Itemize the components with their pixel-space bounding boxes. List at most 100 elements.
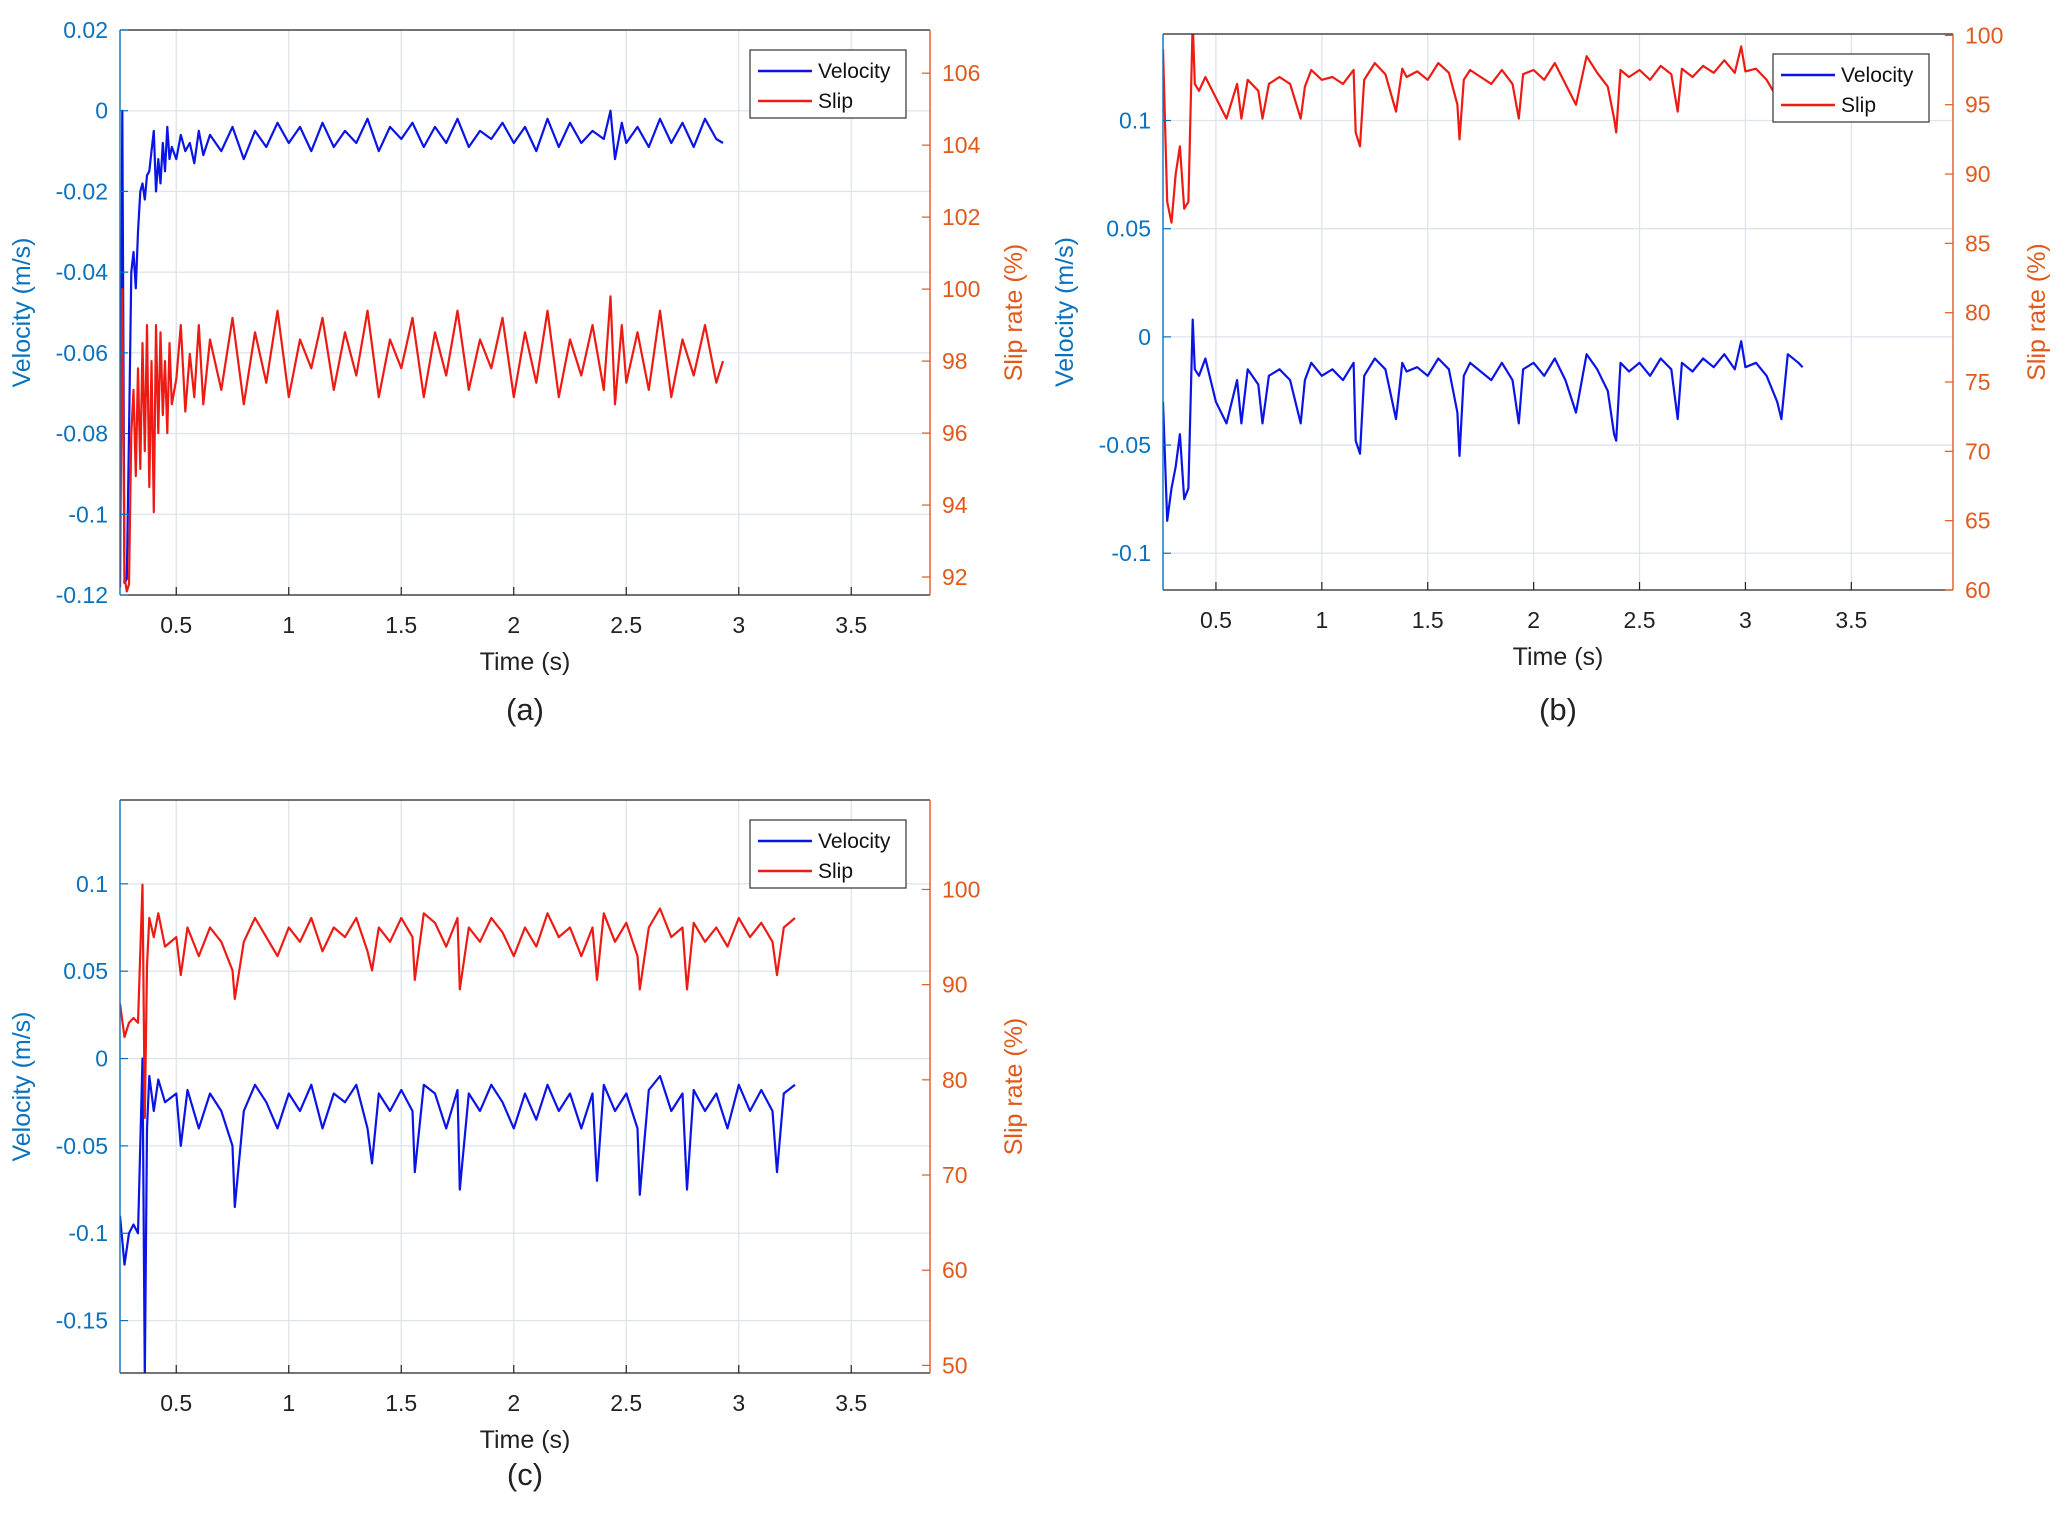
y-tick-label-right: 106 bbox=[942, 60, 980, 86]
x-tick-label: 1.5 bbox=[1412, 607, 1444, 633]
chart-panel: 0.511.522.533.50.10.050-0.05-0.110510095… bbox=[1051, 22, 2051, 727]
legend-label-velocity: Velocity bbox=[1841, 64, 1914, 87]
x-tick-label: 3.5 bbox=[835, 1390, 867, 1416]
x-tick-label: 1.5 bbox=[385, 1390, 417, 1416]
chart-panel: 0.5 1 1.5 2 2.5 3 3.5 0.1 0.05 0 -0.05 -0.1 -0.15 100… bbox=[8, 799, 1028, 1492]
y-tick-label-right: 50 bbox=[942, 1352, 968, 1378]
y-tick-label-left: 0 bbox=[1138, 324, 1151, 350]
y-tick-label-right: 102 bbox=[942, 204, 980, 230]
legend: Velocity Slip bbox=[1772, 53, 1930, 123]
legend-label-slip: Slip bbox=[1841, 94, 1876, 117]
x-tick-label: 2.5 bbox=[610, 612, 642, 638]
legend-label-velocity: Velocity bbox=[818, 830, 891, 853]
series-line-velocity bbox=[120, 109, 724, 587]
y-tick-label-left: -0.08 bbox=[56, 421, 108, 447]
series-line-slip bbox=[120, 288, 725, 593]
y-axis-label-left: Velocity (m/s) bbox=[1051, 237, 1079, 387]
y-tick-label-right: 60 bbox=[942, 1257, 968, 1283]
legend-label-slip: Slip bbox=[818, 90, 853, 113]
legend-label-velocity: Velocity bbox=[818, 60, 891, 83]
legend: Velocity Slip bbox=[749, 49, 907, 119]
y-tick-label-right: 96 bbox=[942, 420, 968, 446]
x-tick-label: 0.5 bbox=[160, 1390, 192, 1416]
y-axis-label-right: Slip rate (%) bbox=[1000, 244, 1028, 382]
x-axis-label: Time (s) bbox=[480, 1426, 571, 1454]
legend-box bbox=[749, 819, 907, 889]
y-tick-label-right: 100 bbox=[942, 876, 980, 902]
y-tick-label-right: 95 bbox=[1965, 92, 1991, 118]
legend: Velocity Slip bbox=[749, 819, 907, 889]
y-tick-label-left: -0.06 bbox=[56, 340, 108, 366]
series-line-slip bbox=[1163, 34, 1804, 224]
y-tick-label-left: 0 bbox=[95, 1046, 108, 1072]
y-tick-label-left: 0.1 bbox=[76, 871, 108, 897]
series-line-velocity bbox=[120, 1057, 796, 1373]
y-axis-label-left: Velocity (m/s) bbox=[8, 1011, 36, 1161]
legend-box bbox=[749, 49, 907, 119]
y-tick-label-left: 0.05 bbox=[1106, 216, 1151, 242]
y-tick-label-left: -0.05 bbox=[56, 1133, 108, 1159]
y-tick-label-left: -0.1 bbox=[1111, 540, 1151, 566]
y-tick-label-right: 70 bbox=[1965, 438, 1991, 464]
y-tick-label-left: -0.1 bbox=[68, 501, 108, 527]
y-tick-label-right: 60 bbox=[1965, 577, 1991, 603]
panel-label: (a) bbox=[506, 692, 544, 727]
y-tick-label-right: 80 bbox=[1965, 300, 1991, 326]
x-tick-label: 2 bbox=[507, 612, 520, 638]
panel-label: (c) bbox=[507, 1457, 543, 1492]
y-tick-label-left: 0.02 bbox=[63, 17, 108, 43]
x-tick-label: 3.5 bbox=[1835, 607, 1867, 633]
series-line-velocity bbox=[1163, 318, 1804, 522]
y-tick-label-left: -0.15 bbox=[56, 1308, 108, 1334]
x-tick-label: 0.5 bbox=[160, 612, 192, 638]
y-tick-label-right: 65 bbox=[1965, 508, 1991, 534]
y-tick-label-right: 98 bbox=[942, 348, 968, 374]
y-tick-label-left: 0.1 bbox=[1119, 108, 1151, 134]
y-tick-label-left: 0 bbox=[95, 98, 108, 124]
plot-area bbox=[120, 30, 930, 595]
x-tick-label: 1 bbox=[282, 612, 295, 638]
x-tick-label: 3 bbox=[1739, 607, 1752, 633]
x-tick-label: 2.5 bbox=[610, 1390, 642, 1416]
x-tick-label: 3.5 bbox=[835, 612, 867, 638]
y-tick-label-right: 92 bbox=[942, 564, 968, 590]
y-tick-label-left: -0.04 bbox=[56, 259, 109, 285]
y-axis-label-right: Slip rate (%) bbox=[1000, 1018, 1028, 1156]
series-line-slip bbox=[120, 883, 796, 1120]
x-tick-label: 1.5 bbox=[385, 612, 417, 638]
panel-label: (b) bbox=[1539, 692, 1577, 727]
x-axis-label: Time (s) bbox=[1513, 643, 1604, 671]
y-tick-label-right: 104 bbox=[942, 132, 981, 158]
y-tick-label-left: -0.05 bbox=[1099, 432, 1151, 458]
y-tick-label-right: 75 bbox=[1965, 369, 1991, 395]
chart-panel: 0.5 1 1.5 2 2.5 3 3.5 0.02 0 -0.02 -0.04 -0.06 -0.08… bbox=[8, 17, 1028, 727]
y-tick-label-right: 85 bbox=[1965, 230, 1991, 256]
y-axis-label-right: Slip rate (%) bbox=[2023, 243, 2051, 381]
y-tick-label-left: 0.05 bbox=[63, 958, 108, 984]
x-axis-label: Time (s) bbox=[480, 648, 571, 676]
x-tick-label: 3 bbox=[732, 612, 745, 638]
y-tick-label-left: -0.12 bbox=[56, 582, 108, 608]
y-tick-label-right: 70 bbox=[942, 1162, 968, 1188]
y-tick-label-left: -0.1 bbox=[68, 1220, 108, 1246]
y-tick-label-left: -0.02 bbox=[56, 178, 108, 204]
y-tick-label-right: 80 bbox=[942, 1067, 968, 1093]
y-tick-label-right: 100 bbox=[1965, 22, 2003, 48]
y-tick-label-right: 90 bbox=[1965, 161, 1991, 187]
x-tick-label: 3 bbox=[732, 1390, 745, 1416]
y-tick-label-right: 94 bbox=[942, 492, 968, 518]
x-tick-label: 0.5 bbox=[1200, 607, 1232, 633]
x-tick-label: 2 bbox=[507, 1390, 520, 1416]
y-tick-label-right: 100 bbox=[942, 276, 980, 302]
legend-label-slip: Slip bbox=[818, 860, 853, 883]
x-tick-label: 2.5 bbox=[1624, 607, 1656, 633]
y-axis-label-left: Velocity (m/s) bbox=[8, 237, 36, 387]
legend-box bbox=[1772, 53, 1930, 123]
x-tick-label: 1 bbox=[1315, 607, 1328, 633]
x-tick-label: 2 bbox=[1527, 607, 1540, 633]
plot-area bbox=[1163, 34, 1953, 590]
y-tick-label-right: 90 bbox=[942, 972, 968, 998]
x-tick-label: 1 bbox=[282, 1390, 295, 1416]
